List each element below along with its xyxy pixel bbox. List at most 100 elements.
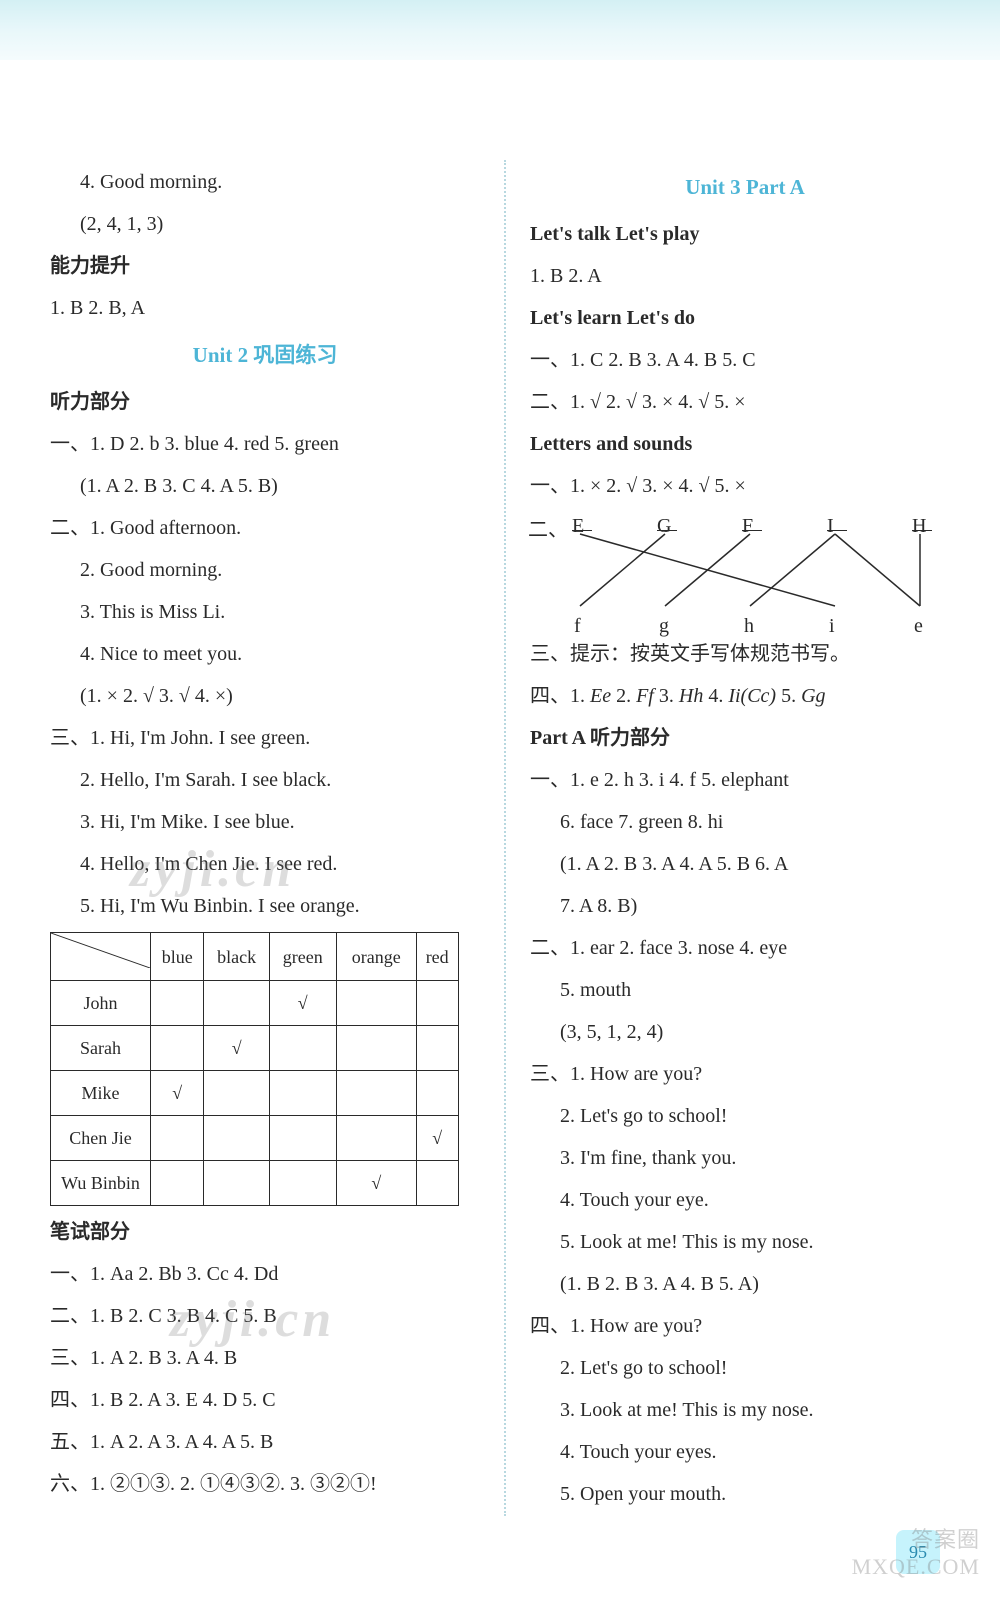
table-cell <box>151 1161 204 1206</box>
table-cell <box>269 1026 336 1071</box>
table-cell <box>269 1161 336 1206</box>
match-top-letter: E <box>572 506 584 546</box>
match-top-letter: F <box>742 506 753 546</box>
table-header: green <box>269 933 336 981</box>
table-row: Chen Jie√ <box>51 1116 459 1161</box>
table-cell <box>204 1161 269 1206</box>
text-line: 3. Look at me! This is my nose. <box>530 1390 960 1430</box>
table-cell <box>336 981 416 1026</box>
table-cell: √ <box>151 1071 204 1116</box>
table-header: black <box>204 933 269 981</box>
text-line: 三、1. How are you? <box>530 1054 960 1094</box>
match-top-letter: G <box>657 506 671 546</box>
text-line: 4. Good morning. <box>50 162 480 202</box>
text-line: 4. Hello, I'm Chen Jie. I see red. <box>50 844 480 884</box>
table-cell <box>269 1116 336 1161</box>
text-line: 一、1. × 2. √ 3. × 4. √ 5. × <box>530 466 960 506</box>
text-line: 二、1. Good afternoon. <box>50 508 480 548</box>
table-cell <box>336 1026 416 1071</box>
table-cell <box>416 981 458 1026</box>
section-heading: Let's talk Let's play <box>530 214 960 254</box>
table-row: John √ <box>51 981 459 1026</box>
text-line: 一、1. e 2. h 3. i 4. f 5. elephant <box>530 760 960 800</box>
left-column: 4. Good morning. (2, 4, 1, 3) 能力提升 1. B … <box>50 160 500 1516</box>
table-cell <box>204 981 269 1026</box>
table-cell <box>336 1116 416 1161</box>
text-line: 三、1. Hi, I'm John. I see green. <box>50 718 480 758</box>
column-divider <box>504 160 506 1516</box>
table-cell: John <box>51 981 151 1026</box>
table-cell: Wu Binbin <box>51 1161 151 1206</box>
table-cell: Mike <box>51 1071 151 1116</box>
section-heading: Part A 听力部分 <box>530 718 960 758</box>
match-bottom-letter: e <box>914 606 923 646</box>
letter-matching-diagram: EGFIH fghie <box>570 510 930 630</box>
text-line: 二、1. B 2. C 3. B 4. C 5. B <box>50 1296 480 1336</box>
text-line: 6. face 7. green 8. hi <box>530 802 960 842</box>
section-heading: 能力提升 <box>50 246 480 286</box>
text-line: 2. Good morning. <box>50 550 480 590</box>
text-line: 三、1. A 2. B 3. A 4. B <box>50 1338 480 1378</box>
text-line: 一、1. Aa 2. Bb 3. Cc 4. Dd <box>50 1254 480 1294</box>
section-heading: Letters and sounds <box>530 424 960 464</box>
table-cell <box>416 1161 458 1206</box>
text-line: 一、1. C 2. B 3. A 4. B 5. C <box>530 340 960 380</box>
table-cell: Sarah <box>51 1026 151 1071</box>
table-row: Mike√ <box>51 1071 459 1116</box>
text-line: 3. I'm fine, thank you. <box>530 1138 960 1178</box>
table-cell <box>336 1071 416 1116</box>
unit-heading: Unit 3 Part A <box>530 166 960 208</box>
match-prefix: 二、 <box>528 510 568 550</box>
text-line: 二、1. √ 2. √ 3. × 4. √ 5. × <box>530 382 960 422</box>
text-line: 5. Open your mouth. <box>530 1474 960 1514</box>
table-cell <box>151 981 204 1026</box>
text-line: 2. Let's go to school! <box>530 1348 960 1388</box>
section-heading: 听力部分 <box>50 382 480 422</box>
match-bottom-letter: f <box>574 606 581 646</box>
text-line: (1. A 2. B 3. C 4. A 5. B) <box>50 466 480 506</box>
text-line: 5. Look at me! This is my nose. <box>530 1222 960 1262</box>
text-line: 2. Let's go to school! <box>530 1096 960 1136</box>
table-header: blue <box>151 933 204 981</box>
table-cell: √ <box>336 1161 416 1206</box>
table-header <box>51 933 151 981</box>
two-column-layout: 4. Good morning. (2, 4, 1, 3) 能力提升 1. B … <box>0 60 1000 1536</box>
table-header: orange <box>336 933 416 981</box>
match-top-letter: H <box>912 506 926 546</box>
table-row: Sarah √ <box>51 1026 459 1071</box>
text-line: (1. B 2. B 3. A 4. B 5. A) <box>530 1264 960 1304</box>
table-cell: Chen Jie <box>51 1116 151 1161</box>
text-line: 四、1. Ee 2. Ff 3. Hh 4. Ii(Cc) 5. Gg <box>530 676 960 716</box>
match-top-letter: I <box>827 506 834 546</box>
table-cell <box>416 1026 458 1071</box>
text-line: 3. Hi, I'm Mike. I see blue. <box>50 802 480 842</box>
table-cell <box>151 1026 204 1071</box>
table-row: Wu Binbin √ <box>51 1161 459 1206</box>
section-heading: Let's learn Let's do <box>530 298 960 338</box>
text-line: (2, 4, 1, 3) <box>50 204 480 244</box>
right-column: Unit 3 Part A Let's talk Let's play 1. B… <box>510 160 960 1516</box>
match-bottom-letter: g <box>659 606 669 646</box>
table-header: red <box>416 933 458 981</box>
table-cell: √ <box>204 1026 269 1071</box>
text-line: 4. Nice to meet you. <box>50 634 480 674</box>
text-line: 4. Touch your eyes. <box>530 1432 960 1472</box>
text-line: 一、1. D 2. b 3. blue 4. red 5. green <box>50 424 480 464</box>
text-line: 4. Touch your eye. <box>530 1180 960 1220</box>
table-cell <box>204 1116 269 1161</box>
table-cell: √ <box>269 981 336 1026</box>
table-cell <box>151 1116 204 1161</box>
match-bottom-letter: i <box>829 606 835 646</box>
section-heading: 笔试部分 <box>50 1212 480 1252</box>
table-cell <box>204 1071 269 1116</box>
text-line: 5. Hi, I'm Wu Binbin. I see orange. <box>50 886 480 926</box>
table-cell <box>416 1071 458 1116</box>
text-line: 2. Hello, I'm Sarah. I see black. <box>50 760 480 800</box>
text-line: (1. A 2. B 3. A 4. A 5. B 6. A <box>530 844 960 884</box>
text-line: 5. mouth <box>530 970 960 1010</box>
text-line: 四、1. B 2. A 3. E 4. D 5. C <box>50 1380 480 1420</box>
text-line: 1. B 2. B, A <box>50 288 480 328</box>
unit-heading: Unit 2 巩固练习 <box>50 334 480 376</box>
color-check-table: blueblackgreenorangered John√Sarah√Mike√… <box>50 932 459 1206</box>
text-line: 1. B 2. A <box>530 256 960 296</box>
